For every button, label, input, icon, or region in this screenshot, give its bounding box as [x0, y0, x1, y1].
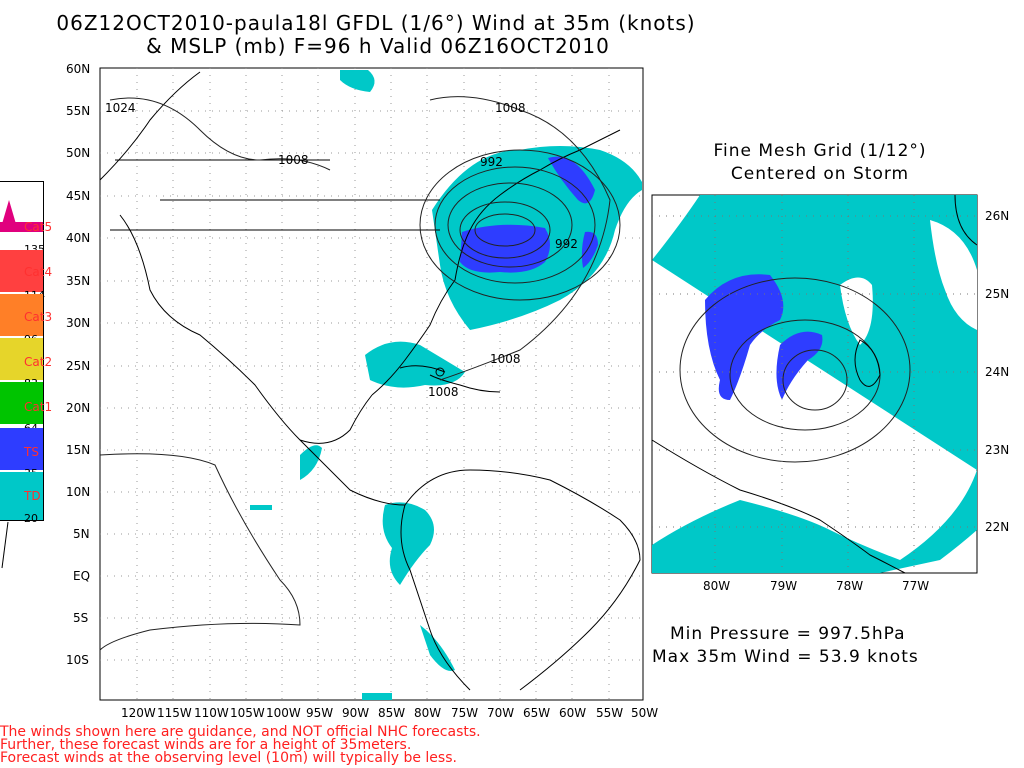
lat-label: EQ — [73, 569, 91, 583]
legend-label-td: TD — [24, 489, 41, 503]
lat-label: 60N — [66, 62, 91, 76]
legend-swatch-cat2 — [0, 338, 43, 380]
legend-swatch-ts — [0, 428, 43, 470]
inset-lon-label: 77W — [902, 579, 930, 593]
inset-lon-label: 79W — [770, 579, 798, 593]
lon-label: 100W — [266, 706, 301, 720]
lon-label: 75W — [451, 706, 479, 720]
lat-label: 15N — [66, 443, 91, 457]
legend-swatch-cat4 — [0, 250, 43, 292]
lon-label: 115W — [157, 706, 192, 720]
chart-title-line2: & MSLP (mb) F=96 h Valid 06Z16OCT2010 — [146, 34, 610, 58]
lon-label: 50W — [631, 706, 659, 720]
lon-label: 70W — [487, 706, 515, 720]
legend-label-cat5: Cat5 — [24, 220, 53, 234]
min-pressure-readout: Min Pressure = 997.5hPa — [670, 624, 906, 644]
lat-label: 25N — [66, 359, 91, 373]
legend-swatch-td — [0, 472, 43, 520]
disclaimer-line1: The winds shown here are guidance, and N… — [0, 724, 481, 740]
lon-label: 65W — [523, 706, 551, 720]
lon-label: 95W — [306, 706, 334, 720]
lon-label: 55W — [596, 706, 624, 720]
disclaimer-line3: Forecast winds at the observing level (1… — [0, 750, 457, 766]
lon-label: 60W — [559, 706, 587, 720]
lat-label: 10S — [66, 653, 89, 667]
lat-label: 40N — [66, 231, 91, 245]
inset-title-line2: Centered on Storm — [730, 164, 910, 184]
lat-label: 20N — [66, 401, 91, 415]
lat-label: 30N — [66, 316, 91, 330]
lat-label: 50N — [66, 146, 91, 160]
inset-lon-label: 78W — [836, 579, 864, 593]
inset-coastlines — [651, 194, 978, 574]
inset-title-line1: Fine Mesh Grid (1/12°) — [713, 141, 927, 161]
lat-label: 55N — [66, 104, 91, 118]
disclaimer-line2: Further, these forecast winds are for a … — [0, 737, 412, 753]
legend-swatch-cat1 — [0, 382, 43, 424]
storm-center-marker — [435, 367, 445, 377]
lon-label: 110W — [194, 706, 229, 720]
inset-wind-ts — [705, 274, 823, 400]
isobar-label: 1008 — [428, 385, 459, 399]
legend-threshold-20: 20 — [24, 512, 38, 525]
legend-label-cat3: Cat3 — [24, 310, 53, 324]
wind-speed-legend: Cat5 135 Cat4 114 Cat3 96 Cat2 83 Cat1 6… — [0, 181, 52, 525]
isobars — [99, 96, 621, 651]
isobar-label: 1008 — [495, 101, 526, 115]
inset-lat-label: 22N — [985, 520, 1010, 534]
max-wind-readout: Max 35m Wind = 53.9 knots — [652, 647, 919, 667]
lon-label: 85W — [378, 706, 406, 720]
legend-swatch-cat3 — [0, 294, 43, 336]
lon-label: 90W — [342, 706, 370, 720]
inset-lat-label: 23N — [985, 443, 1010, 457]
lat-label: 10N — [66, 485, 91, 499]
legend-arrow-icon — [2, 200, 16, 224]
inset-graticule — [652, 195, 977, 573]
lon-label: 120W — [121, 706, 156, 720]
isobar-label: 992 — [555, 237, 578, 251]
legend-swatch-cat5 — [0, 222, 43, 232]
legend-tail-line — [1, 521, 9, 569]
inset-lon-label: 80W — [703, 579, 731, 593]
legend-label-cat4: Cat4 — [24, 265, 53, 279]
isobar-label: 1008 — [490, 352, 521, 366]
lat-label: 5S — [73, 611, 89, 625]
lon-label: 80W — [414, 706, 442, 720]
lat-label: 45N — [66, 189, 91, 203]
isobar-label: 992 — [480, 155, 503, 169]
disclaimer-text: The winds shown here are guidance, and N… — [0, 724, 481, 766]
chart-title-line1: 06Z12OCT2010-paula18l GFDL (1/6°) Wind a… — [56, 11, 696, 35]
inset-lat-label: 26N — [985, 209, 1010, 223]
inset-lat-label: 25N — [985, 287, 1010, 301]
isobar-label: 1024 — [105, 101, 136, 115]
lat-label: 5N — [73, 527, 90, 541]
lon-label: 105W — [230, 706, 265, 720]
isobar-label: 1008 — [278, 153, 309, 167]
inset-lat-label: 24N — [985, 365, 1010, 379]
legend-label-ts: TS — [24, 445, 39, 459]
legend-label-cat2: Cat2 — [24, 355, 53, 369]
coastlines — [99, 71, 641, 691]
lat-label: 35N — [66, 274, 91, 288]
legend-label-cat1: Cat1 — [24, 400, 53, 414]
wind-field-ts — [460, 156, 598, 273]
